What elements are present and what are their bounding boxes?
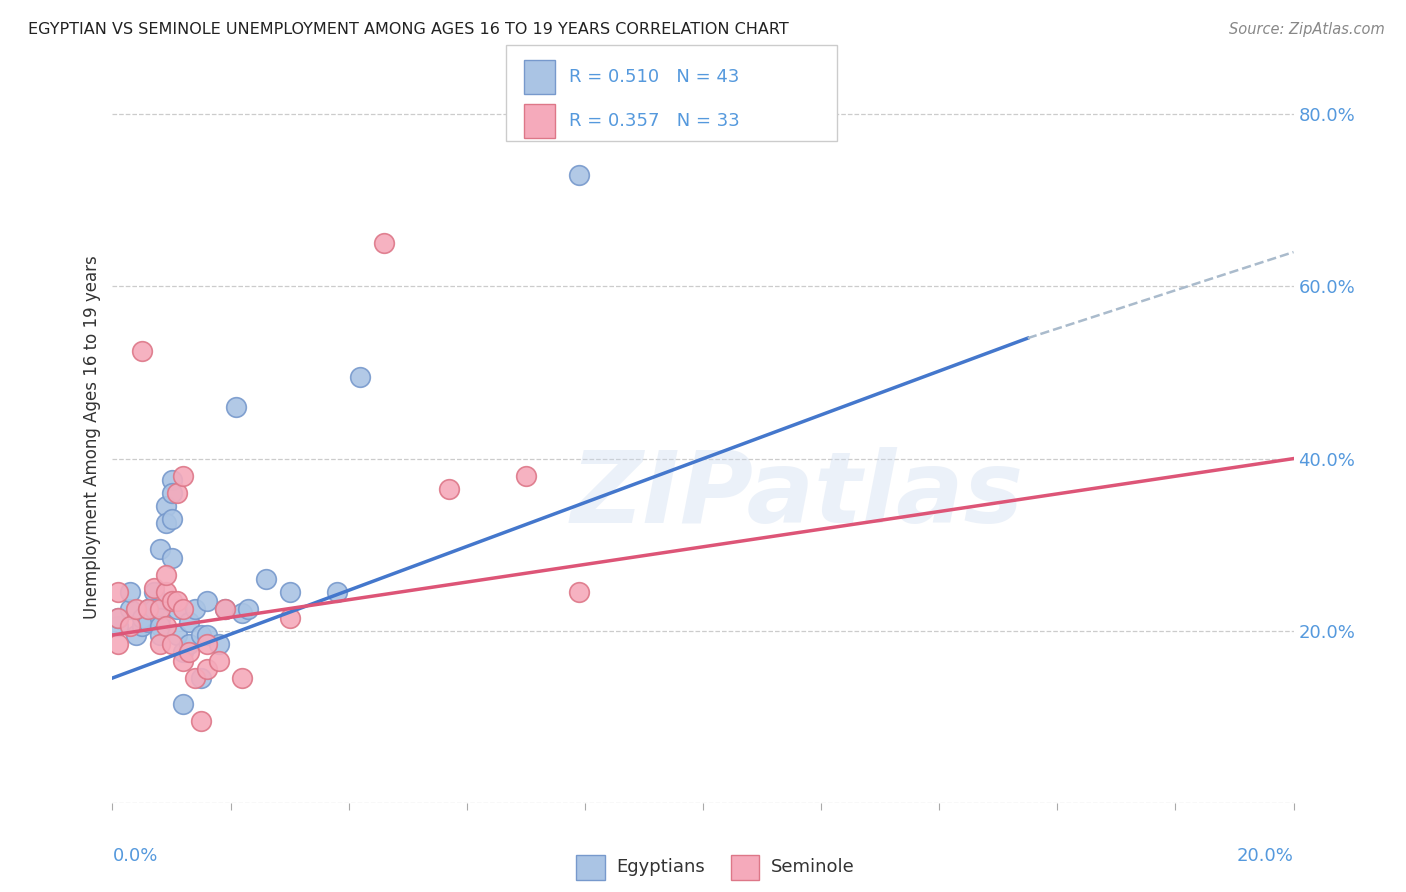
Point — [190, 714, 212, 728]
Text: ZIPatlas: ZIPatlas — [571, 447, 1024, 544]
Point — [149, 602, 172, 616]
Point — [155, 567, 177, 582]
Point — [142, 598, 165, 612]
Point — [160, 486, 183, 500]
Text: R = 0.510   N = 43: R = 0.510 N = 43 — [569, 68, 740, 86]
Text: R = 0.357   N = 33: R = 0.357 N = 33 — [569, 112, 740, 130]
Point — [160, 637, 183, 651]
Text: Egyptians: Egyptians — [616, 858, 704, 876]
Point — [172, 697, 194, 711]
Point — [172, 468, 194, 483]
Point — [149, 541, 172, 556]
Point — [278, 611, 301, 625]
Point — [195, 637, 218, 651]
Point — [568, 168, 591, 182]
Point — [208, 637, 231, 651]
Point — [107, 611, 129, 625]
Point — [214, 602, 236, 616]
Point — [120, 585, 142, 599]
Point — [184, 671, 207, 685]
Point — [326, 585, 349, 599]
Point — [155, 499, 177, 513]
Point — [179, 645, 201, 659]
Point — [179, 615, 201, 629]
Point — [568, 585, 591, 599]
Point — [166, 486, 188, 500]
Point — [160, 473, 183, 487]
Text: Source: ZipAtlas.com: Source: ZipAtlas.com — [1229, 22, 1385, 37]
Point — [515, 468, 537, 483]
Point — [373, 236, 395, 251]
Point — [149, 637, 172, 651]
Point — [155, 585, 177, 599]
Point — [131, 344, 153, 359]
Point — [184, 602, 207, 616]
Point — [107, 619, 129, 633]
Point — [160, 593, 183, 607]
Point — [155, 516, 177, 530]
Point — [231, 671, 253, 685]
Point — [136, 602, 159, 616]
Point — [149, 628, 172, 642]
Point — [131, 619, 153, 633]
Point — [172, 645, 194, 659]
Point — [136, 615, 159, 629]
Point — [254, 572, 277, 586]
Point — [120, 602, 142, 616]
Point — [142, 581, 165, 595]
Point — [231, 607, 253, 621]
Point — [149, 619, 172, 633]
Point — [166, 628, 188, 642]
Point — [166, 593, 188, 607]
Point — [278, 585, 301, 599]
Point — [107, 637, 129, 651]
Text: Seminole: Seminole — [770, 858, 855, 876]
Point — [160, 550, 183, 565]
Point — [107, 611, 129, 625]
Point — [238, 602, 260, 616]
Text: 20.0%: 20.0% — [1237, 847, 1294, 864]
Point — [172, 654, 194, 668]
Point — [225, 400, 247, 414]
Point — [142, 585, 165, 599]
Point — [125, 628, 148, 642]
Point — [195, 593, 218, 607]
Point — [125, 602, 148, 616]
Point — [190, 628, 212, 642]
Point — [195, 628, 218, 642]
Point — [107, 585, 129, 599]
Point — [142, 602, 165, 616]
Point — [190, 671, 212, 685]
Point — [437, 482, 460, 496]
Text: 0.0%: 0.0% — [112, 847, 157, 864]
Point — [195, 662, 218, 676]
Point — [155, 619, 177, 633]
Point — [208, 654, 231, 668]
Point — [136, 602, 159, 616]
Point — [214, 602, 236, 616]
Y-axis label: Unemployment Among Ages 16 to 19 years: Unemployment Among Ages 16 to 19 years — [83, 255, 101, 619]
Point — [120, 619, 142, 633]
Point — [349, 369, 371, 384]
Point — [172, 602, 194, 616]
Point — [149, 611, 172, 625]
Point — [160, 512, 183, 526]
Text: EGYPTIAN VS SEMINOLE UNEMPLOYMENT AMONG AGES 16 TO 19 YEARS CORRELATION CHART: EGYPTIAN VS SEMINOLE UNEMPLOYMENT AMONG … — [28, 22, 789, 37]
Point — [179, 637, 201, 651]
Point — [166, 602, 188, 616]
Point — [131, 611, 153, 625]
